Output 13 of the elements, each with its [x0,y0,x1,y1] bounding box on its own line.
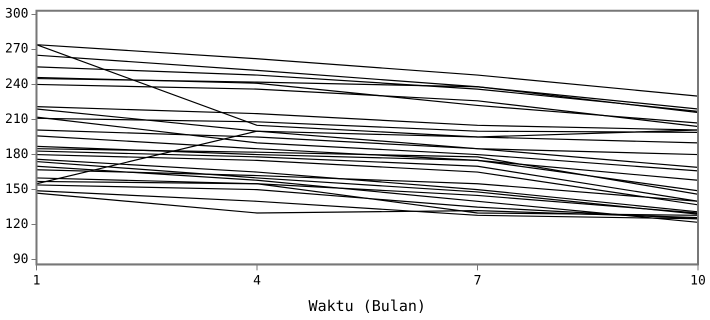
y-tick-label: 300 [4,6,28,22]
x-tick-label: 1 [32,274,40,289]
y-tick-label: 270 [4,42,28,57]
x-tick-label: 4 [253,274,262,289]
y-tick-label: 90 [12,252,28,268]
x-axis-title: Waktu (Bulan) [308,296,426,315]
x-tick-label: 7 [474,274,482,289]
y-tick-label: 120 [4,217,28,232]
x-tick-label: 10 [690,274,706,289]
y-tick-label: 180 [4,146,28,162]
y-tick-label: 210 [4,112,28,127]
y-tick-label: 240 [4,76,28,92]
y-tick-label: 150 [4,182,28,197]
